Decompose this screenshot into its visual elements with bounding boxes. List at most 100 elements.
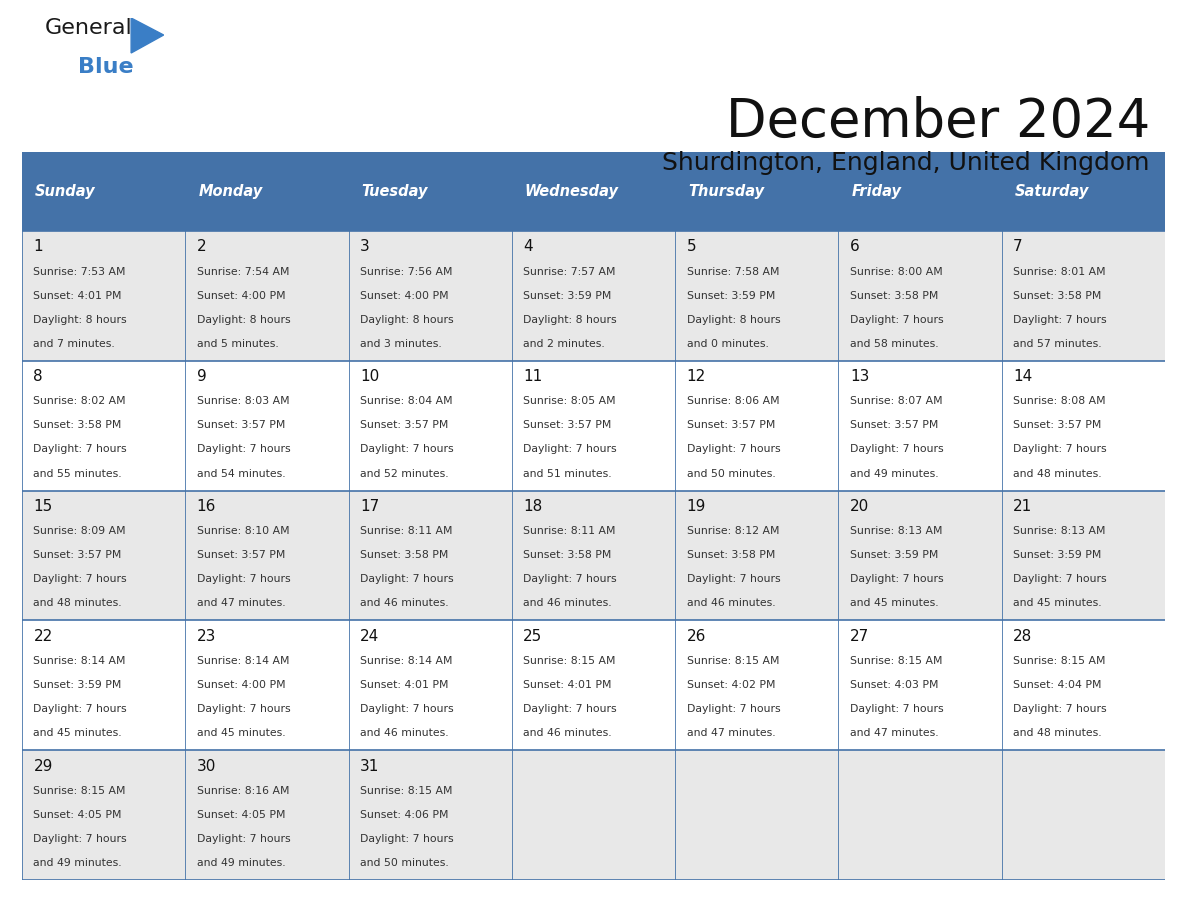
Text: Daylight: 7 hours: Daylight: 7 hours <box>523 444 617 454</box>
Bar <box>839 230 1001 361</box>
Bar <box>185 750 348 880</box>
Bar <box>839 361 1001 490</box>
Text: Monday: Monday <box>198 184 263 199</box>
Bar <box>1001 621 1165 750</box>
Text: and 49 minutes.: and 49 minutes. <box>33 858 122 868</box>
Text: Sunrise: 7:57 AM: Sunrise: 7:57 AM <box>523 266 615 276</box>
Text: 23: 23 <box>197 629 216 644</box>
Text: Sunrise: 8:13 AM: Sunrise: 8:13 AM <box>1013 526 1106 536</box>
Text: Sunrise: 7:58 AM: Sunrise: 7:58 AM <box>687 266 779 276</box>
Text: Sunset: 3:57 PM: Sunset: 3:57 PM <box>849 420 939 431</box>
Bar <box>675 621 839 750</box>
Text: Daylight: 7 hours: Daylight: 7 hours <box>197 575 290 585</box>
Text: Sunset: 3:57 PM: Sunset: 3:57 PM <box>687 420 775 431</box>
Text: Sunset: 3:57 PM: Sunset: 3:57 PM <box>1013 420 1101 431</box>
Text: Daylight: 8 hours: Daylight: 8 hours <box>523 315 617 325</box>
Text: Wednesday: Wednesday <box>525 184 619 199</box>
Text: and 50 minutes.: and 50 minutes. <box>360 858 449 868</box>
Text: Sunrise: 8:03 AM: Sunrise: 8:03 AM <box>197 397 290 407</box>
Text: Sunrise: 8:15 AM: Sunrise: 8:15 AM <box>687 656 779 666</box>
Text: Shurdington, England, United Kingdom: Shurdington, England, United Kingdom <box>663 151 1150 175</box>
Text: Daylight: 8 hours: Daylight: 8 hours <box>360 315 454 325</box>
Bar <box>1001 152 1165 230</box>
Text: Daylight: 7 hours: Daylight: 7 hours <box>360 704 454 714</box>
Text: 11: 11 <box>523 369 543 385</box>
Text: Sunset: 4:00 PM: Sunset: 4:00 PM <box>197 291 285 300</box>
Text: Sunrise: 8:13 AM: Sunrise: 8:13 AM <box>849 526 942 536</box>
Text: Daylight: 7 hours: Daylight: 7 hours <box>197 704 290 714</box>
Text: Sunset: 4:03 PM: Sunset: 4:03 PM <box>849 680 939 690</box>
Text: Sunset: 3:58 PM: Sunset: 3:58 PM <box>687 550 775 560</box>
Text: Sunset: 3:59 PM: Sunset: 3:59 PM <box>33 680 122 690</box>
Text: and 49 minutes.: and 49 minutes. <box>849 468 939 478</box>
Text: 28: 28 <box>1013 629 1032 644</box>
Bar <box>839 621 1001 750</box>
Text: Daylight: 7 hours: Daylight: 7 hours <box>849 315 943 325</box>
Text: Daylight: 7 hours: Daylight: 7 hours <box>849 444 943 454</box>
Text: Sunrise: 7:54 AM: Sunrise: 7:54 AM <box>197 266 289 276</box>
Bar <box>512 230 675 361</box>
Text: Sunrise: 8:05 AM: Sunrise: 8:05 AM <box>523 397 615 407</box>
Text: Sunset: 3:59 PM: Sunset: 3:59 PM <box>1013 550 1101 560</box>
Text: Sunrise: 8:15 AM: Sunrise: 8:15 AM <box>360 786 453 796</box>
Text: Sunrise: 8:15 AM: Sunrise: 8:15 AM <box>523 656 615 666</box>
Text: and 48 minutes.: and 48 minutes. <box>1013 728 1101 738</box>
Text: Daylight: 7 hours: Daylight: 7 hours <box>849 704 943 714</box>
Text: Sunrise: 8:08 AM: Sunrise: 8:08 AM <box>1013 397 1106 407</box>
Text: and 52 minutes.: and 52 minutes. <box>360 468 449 478</box>
Text: 15: 15 <box>33 499 52 514</box>
Bar <box>23 490 185 621</box>
Text: Sunset: 4:00 PM: Sunset: 4:00 PM <box>360 291 449 300</box>
Text: and 46 minutes.: and 46 minutes. <box>523 728 612 738</box>
Text: 2: 2 <box>197 240 207 254</box>
Bar <box>185 490 348 621</box>
Text: Daylight: 7 hours: Daylight: 7 hours <box>687 575 781 585</box>
Text: 31: 31 <box>360 758 379 774</box>
Bar <box>512 750 675 880</box>
Text: Sunrise: 8:14 AM: Sunrise: 8:14 AM <box>197 656 289 666</box>
Text: Daylight: 7 hours: Daylight: 7 hours <box>1013 704 1107 714</box>
Bar <box>1001 490 1165 621</box>
Text: Sunrise: 8:11 AM: Sunrise: 8:11 AM <box>360 526 453 536</box>
Bar <box>23 361 185 490</box>
Bar <box>23 750 185 880</box>
Text: 12: 12 <box>687 369 706 385</box>
Text: Daylight: 7 hours: Daylight: 7 hours <box>360 834 454 844</box>
Text: 16: 16 <box>197 499 216 514</box>
Text: Sunset: 4:02 PM: Sunset: 4:02 PM <box>687 680 775 690</box>
Text: Sunday: Sunday <box>36 184 96 199</box>
Text: and 55 minutes.: and 55 minutes. <box>33 468 122 478</box>
Text: Sunset: 4:05 PM: Sunset: 4:05 PM <box>33 810 122 820</box>
Text: Daylight: 7 hours: Daylight: 7 hours <box>33 444 127 454</box>
Text: Daylight: 8 hours: Daylight: 8 hours <box>197 315 290 325</box>
Text: Daylight: 7 hours: Daylight: 7 hours <box>197 834 290 844</box>
Text: Sunrise: 8:11 AM: Sunrise: 8:11 AM <box>523 526 615 536</box>
Bar <box>348 152 512 230</box>
Text: 14: 14 <box>1013 369 1032 385</box>
Text: Daylight: 7 hours: Daylight: 7 hours <box>687 704 781 714</box>
Text: Daylight: 7 hours: Daylight: 7 hours <box>849 575 943 585</box>
Text: Friday: Friday <box>852 184 902 199</box>
Text: Daylight: 8 hours: Daylight: 8 hours <box>33 315 127 325</box>
Bar <box>512 621 675 750</box>
Text: Sunrise: 8:09 AM: Sunrise: 8:09 AM <box>33 526 126 536</box>
Bar <box>675 750 839 880</box>
Text: Sunrise: 8:06 AM: Sunrise: 8:06 AM <box>687 397 779 407</box>
Bar <box>185 361 348 490</box>
Bar <box>1001 750 1165 880</box>
Text: and 45 minutes.: and 45 minutes. <box>849 599 939 609</box>
Text: Sunset: 3:58 PM: Sunset: 3:58 PM <box>33 420 122 431</box>
Text: and 48 minutes.: and 48 minutes. <box>1013 468 1101 478</box>
Text: Thursday: Thursday <box>688 184 764 199</box>
Text: Sunrise: 8:02 AM: Sunrise: 8:02 AM <box>33 397 126 407</box>
Text: and 3 minutes.: and 3 minutes. <box>360 339 442 349</box>
Text: and 46 minutes.: and 46 minutes. <box>523 599 612 609</box>
Text: Sunrise: 8:15 AM: Sunrise: 8:15 AM <box>33 786 126 796</box>
Text: and 5 minutes.: and 5 minutes. <box>197 339 278 349</box>
Bar <box>185 152 348 230</box>
Text: 3: 3 <box>360 240 369 254</box>
Text: and 45 minutes.: and 45 minutes. <box>1013 599 1101 609</box>
Text: Blue: Blue <box>78 57 134 77</box>
Text: Sunrise: 8:15 AM: Sunrise: 8:15 AM <box>1013 656 1106 666</box>
Text: General: General <box>45 18 133 38</box>
